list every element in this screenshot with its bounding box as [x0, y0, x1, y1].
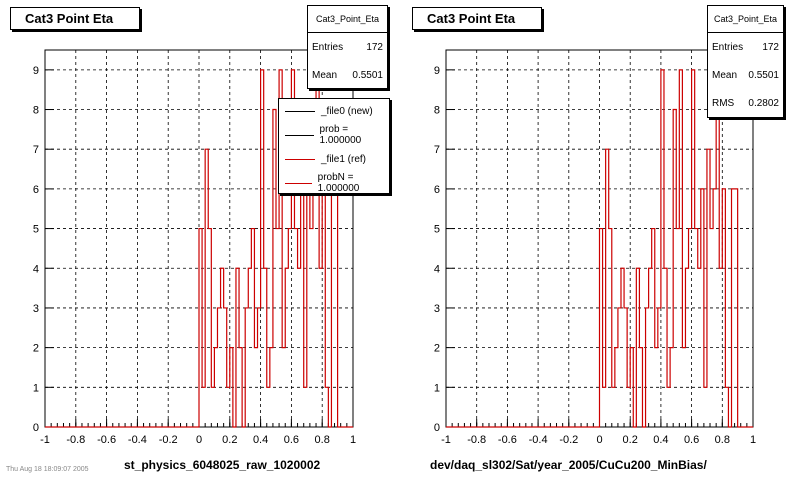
x-tick-label: 0.8: [715, 434, 730, 446]
right-title-box: Cat3 Point Eta: [412, 7, 542, 30]
footer-timestamp: Thu Aug 18 18:09:07 2005: [6, 466, 89, 473]
legend-line-icon: [285, 158, 315, 160]
right-stats-entries: Entries 172: [712, 41, 779, 53]
y-tick-label: 1: [33, 382, 39, 394]
left-stats-name: Cat3_Point_Eta: [308, 6, 387, 33]
y-tick-label: 6: [33, 184, 39, 196]
y-tick-label: 7: [33, 144, 39, 156]
y-tick-label: 3: [33, 303, 39, 315]
right-stats-rms: RMS 0.2802: [712, 97, 779, 109]
histogram-bin: [310, 229, 313, 427]
left-stats-box: Cat3_Point_Eta Entries 172 Mean 0.5501: [307, 5, 388, 89]
right-stats-box: Cat3_Point_Eta Entries 172 Mean 0.5501 R…: [707, 5, 784, 118]
right-x-axis-title: dev/daq_sl302/Sat/year_2005/CuCu200_MinB…: [430, 458, 707, 472]
legend: _file0 (new) prob = 1.000000 _file1 (ref…: [278, 98, 390, 194]
x-tick-label: 0.6: [684, 434, 699, 446]
legend-entry-file1: _file1 (ref): [279, 147, 389, 171]
histogram-bin: [710, 229, 713, 427]
histogram-bin: [282, 348, 285, 427]
x-tick-label: 0: [196, 434, 202, 446]
left-title: Cat3 Point Eta: [25, 11, 114, 26]
x-tick-label: 0.6: [284, 434, 299, 446]
x-tick-label: -1: [441, 434, 451, 446]
y-tick-label: 6: [434, 184, 440, 196]
x-tick-label: 0.4: [653, 434, 668, 446]
histogram-bin: [211, 387, 214, 427]
legend-line-icon: [285, 182, 312, 184]
left-stats-entries: Entries 172: [312, 41, 383, 53]
left-x-axis-title: st_physics_6048025_raw_1020002: [124, 458, 321, 472]
histogram-bin: [267, 387, 270, 427]
x-tick-label: -0.2: [559, 434, 578, 446]
x-tick-label: -0.8: [467, 434, 486, 446]
x-tick-label: -0.4: [529, 434, 548, 446]
y-tick-label: 0: [33, 422, 39, 434]
x-tick-label: -0.8: [66, 434, 85, 446]
y-tick-label: 2: [434, 343, 440, 355]
x-tick-label: -0.6: [97, 434, 116, 446]
legend-entry-file0: _file0 (new): [279, 99, 389, 123]
legend-entry-probn: probN = 1.000000: [279, 171, 389, 193]
legend-line-icon: [285, 134, 314, 136]
histogram-bin: [612, 387, 615, 427]
y-tick-label: 4: [434, 263, 440, 275]
right-stats-mean: Mean 0.5501: [712, 69, 779, 81]
x-tick-label: 0.8: [315, 434, 330, 446]
x-tick-label: 0: [596, 434, 602, 446]
y-tick-label: 8: [33, 105, 39, 117]
y-tick-label: 9: [33, 65, 39, 77]
histogram-bin: [667, 387, 670, 427]
x-tick-label: -0.2: [159, 434, 178, 446]
left-stats-mean: Mean 0.5501: [312, 69, 383, 81]
histogram-bin: [304, 387, 307, 427]
y-tick-label: 5: [434, 224, 440, 236]
right-title: Cat3 Point Eta: [427, 11, 516, 26]
left-plot: -1 -0.8 -0.6 -0.4 -0.2 0 0.2 0.4 0.6 0.8 1 0 1 2 3 4 5 6 7…: [33, 49, 356, 446]
y-tick-label: 1: [434, 382, 440, 394]
histogram-bin: [202, 387, 205, 427]
right-plot: -1 -0.8 -0.6 -0.4 -0.2 0 0.2 0.4 0.6 0.8 1 0 1 2 3 4 5 6 7…: [434, 49, 756, 446]
x-tick-label: 1: [350, 434, 356, 446]
y-tick-label: 5: [33, 224, 39, 236]
x-tick-label: -0.6: [498, 434, 517, 446]
y-tick-label: 7: [434, 144, 440, 156]
histogram-bin: [276, 229, 279, 427]
y-tick-label: 2: [33, 343, 39, 355]
histogram-bin: [719, 268, 722, 427]
x-tick-label: -1: [40, 434, 50, 446]
y-tick-label: 4: [33, 263, 39, 275]
x-tick-label: 0.2: [623, 434, 638, 446]
legend-line-icon: [285, 110, 315, 112]
histogram-series: [45, 69, 353, 428]
histogram-bin: [603, 387, 606, 427]
histogram-bin: [676, 229, 679, 427]
y-tick-label: 8: [434, 105, 440, 117]
x-tick-label: 0.4: [253, 434, 268, 446]
x-tick-label: -0.4: [128, 434, 147, 446]
right-stats-name: Cat3_Point_Eta: [708, 6, 783, 33]
x-tick-label: 1: [750, 434, 756, 446]
y-tick-label: 9: [434, 65, 440, 77]
y-tick-label: 0: [434, 422, 440, 434]
histogram-series: [446, 69, 753, 428]
y-tick-label: 3: [434, 303, 440, 315]
x-tick-label: 0.2: [222, 434, 237, 446]
left-title-box: Cat3 Point Eta: [10, 7, 140, 30]
histogram-bin: [704, 387, 707, 427]
legend-entry-prob: prob = 1.000000: [279, 123, 389, 147]
